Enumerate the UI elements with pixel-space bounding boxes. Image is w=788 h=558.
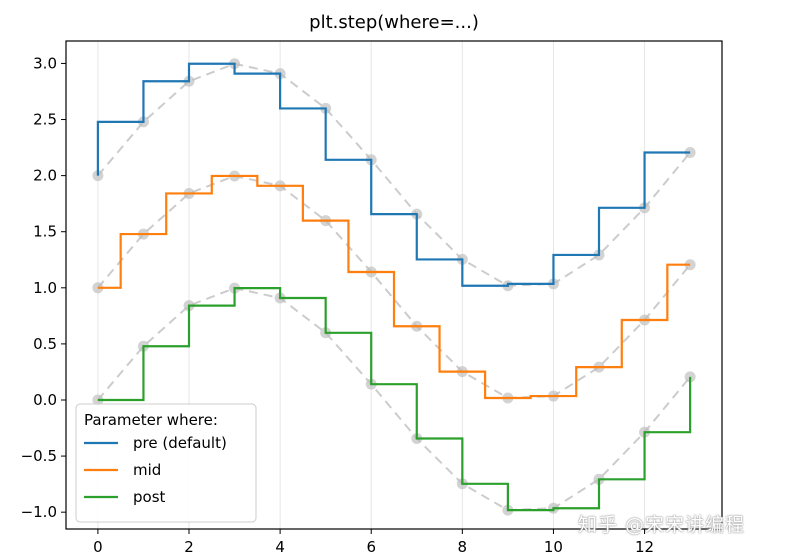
y-tick-label: −1.0: [21, 503, 57, 521]
legend-label-pre: pre (default): [133, 434, 227, 452]
reference-line: [97, 287, 691, 512]
x-tick-label: 10: [544, 538, 563, 556]
legend: Parameter where: pre (default) mid post: [75, 403, 257, 523]
step-series: [96, 62, 692, 512]
legend-label-post: post: [133, 488, 166, 506]
plot-frame: [65, 40, 723, 530]
x-tick-label: 6: [366, 538, 376, 556]
y-tick-label: 0.5: [33, 335, 57, 353]
legend-entries: pre (default) mid post: [84, 434, 227, 506]
reference-line: [97, 174, 691, 399]
y-tick-label: 1.5: [33, 223, 57, 241]
legend-box: [75, 403, 257, 523]
x-tick-label: 4: [275, 538, 285, 556]
chart-title: plt.step(where=...): [309, 12, 479, 33]
step-line-post: [97, 287, 692, 512]
y-tick-label: 3.0: [33, 54, 57, 72]
x-tick-label: 2: [184, 538, 194, 556]
y-tick-label: 2.0: [33, 167, 57, 185]
step-line-pre: [96, 62, 691, 287]
y-tick-label: −0.5: [21, 447, 57, 465]
x-tick-label: 12: [635, 538, 654, 556]
x-tick-label: 0: [93, 538, 103, 556]
y-tick-label: 0.0: [33, 391, 57, 409]
axis-ticks: 0 2 4 6 8 10 12 −1.0 −0.5 0.0 0.5 1.0 1.5 2.0 2.5 3.0: [21, 54, 655, 556]
legend-title: Parameter where:: [84, 411, 218, 429]
watermark: 知乎 @宋宋讲编程: [578, 514, 746, 536]
y-tick-label: 2.5: [33, 111, 57, 129]
legend-label-mid: mid: [133, 461, 161, 479]
reference-line: [97, 62, 691, 287]
step-line-mid: [97, 174, 691, 400]
x-tick-label: 8: [458, 538, 468, 556]
y-tick-label: 1.0: [33, 279, 57, 297]
